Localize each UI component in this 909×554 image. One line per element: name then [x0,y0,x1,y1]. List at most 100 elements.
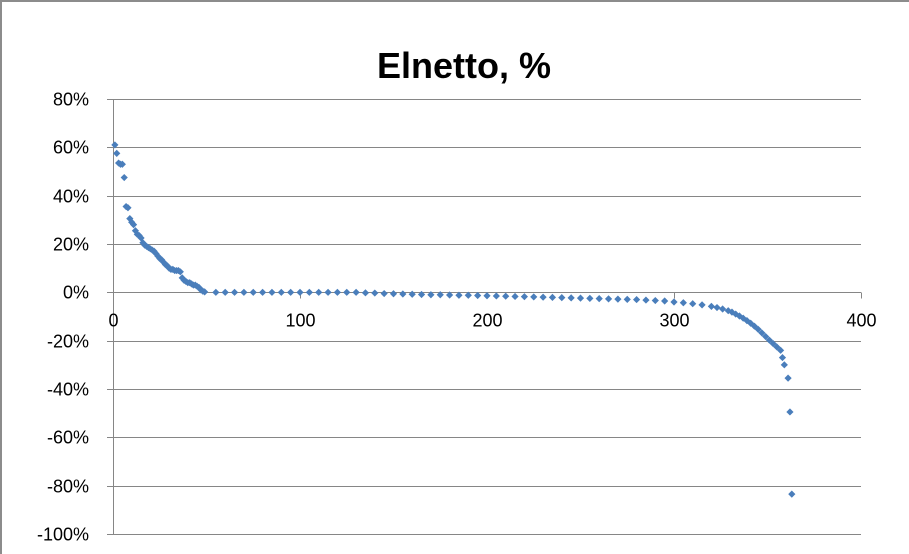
data-point [567,294,575,302]
data-point [604,295,613,303]
data-point [118,160,126,168]
x-tick-label: 0 [108,311,118,331]
data-point [201,288,209,296]
data-point [268,288,276,296]
data-point [530,293,538,301]
data-point [747,319,755,327]
data-point [408,290,416,298]
data-point [728,308,736,316]
data-point [352,288,360,296]
y-axis-tick-labels: 80% 60% 40% 20% 0% -20% -40% -60% -80% -100% [37,90,89,545]
y-tick-label: 60% [53,138,89,158]
data-point [758,329,766,337]
data-point [778,353,787,362]
data-point [427,291,435,299]
data-point [698,301,706,309]
data-point [113,149,121,157]
data-point [417,290,426,299]
data-point [361,289,370,297]
data-point [287,288,295,296]
data-point [455,291,463,299]
data-point [230,288,239,296]
data-point [707,302,715,310]
y-tick-label: -80% [47,477,89,497]
data-point [784,374,792,382]
data-point [464,291,472,299]
data-point [483,292,491,300]
y-tick-label: 80% [53,90,89,110]
data-point [343,288,351,296]
data-point [520,293,528,301]
data-point [623,295,631,303]
data-point [380,289,388,298]
y-tick-label: 0% [63,283,89,303]
data-point [539,293,547,301]
data-point [614,295,622,303]
data-point [724,307,732,315]
data-point [762,332,770,341]
data-point [743,317,751,325]
data-point [389,290,398,298]
data-point [371,289,379,297]
data-point [492,292,500,300]
data-point [786,408,794,416]
y-tick-label: 20% [53,235,89,255]
data-point [548,293,557,302]
data-point [679,299,687,307]
y-tick-label: 40% [53,187,89,207]
data-point [474,291,482,300]
data-point [446,291,454,299]
x-tick-label: 400 [846,311,876,331]
data-point [670,298,678,306]
x-tick-label: 300 [659,311,689,331]
data-point [436,291,444,299]
data-point [124,204,132,212]
data-point [120,173,128,182]
data-point [765,336,773,344]
data-point [111,141,119,149]
data-point [502,292,510,300]
data-point [399,290,407,298]
data-point [511,292,519,301]
x-tick-label: 100 [285,311,315,331]
x-tick-label: 200 [472,311,502,331]
data-point [277,288,285,296]
y-tick-label: -100% [37,525,89,545]
data-point [324,288,332,296]
y-tick-label: -20% [47,332,89,352]
data-point [661,297,669,305]
chart-title: Elnetto, % [377,45,551,86]
data-point [788,490,796,498]
data-point [221,288,229,296]
data-point [315,288,323,296]
data-point [754,325,762,333]
data-point [769,339,777,348]
data-point [176,268,184,276]
data-point [240,288,248,296]
data-point [633,295,641,304]
data-point [333,288,341,296]
data-point [129,221,138,229]
data-point [750,322,759,330]
data-point [719,305,727,313]
data-point [212,288,220,296]
data-point [558,294,566,302]
data-point [776,346,785,354]
data-point [773,343,781,351]
y-tick-label: -60% [47,428,89,448]
x-axis-tick-labels: 0 100 200 300 400 [108,311,876,331]
data-point [651,296,659,305]
data-points [111,141,796,498]
data-point [586,294,594,302]
data-point [780,361,788,369]
data-point [642,296,650,304]
data-point [689,300,697,308]
data-point [259,288,267,296]
data-point [713,303,721,312]
data-point [595,295,603,303]
data-point [576,294,585,302]
data-point [296,288,304,296]
y-tick-label: -40% [47,380,89,400]
